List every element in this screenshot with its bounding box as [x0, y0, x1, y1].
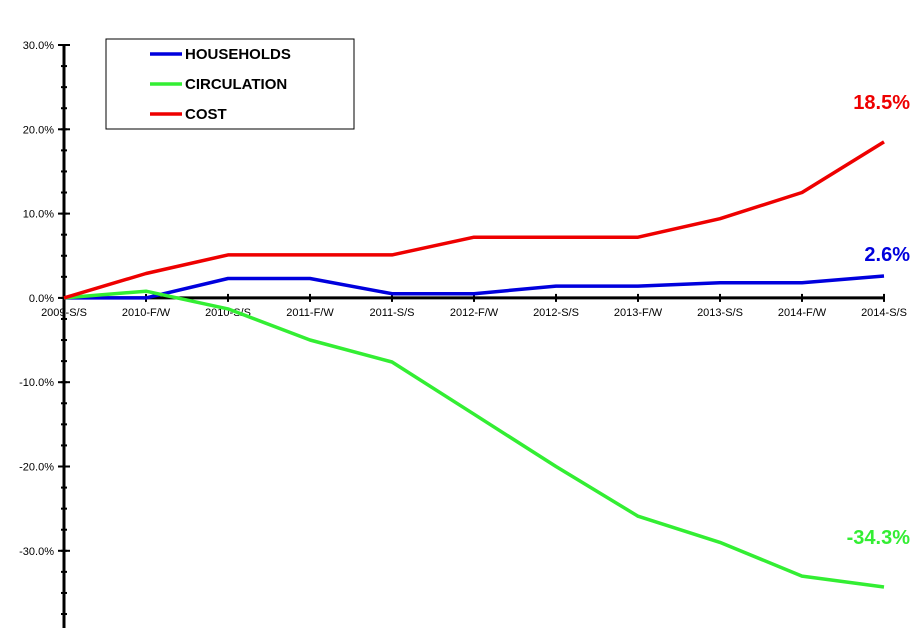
- end-label-cost: 18.5%: [853, 92, 910, 114]
- axes: 30.0% 20.0% 10.0% 0.0% -10.0% -20.0% -30.0% 200…: [19, 40, 907, 628]
- end-label-circulation: -34.3%: [847, 527, 911, 549]
- legend-label-households: HOUSEHOLDS: [185, 46, 291, 63]
- legend: HOUSEHOLDS CIRCULATION COST: [105, 38, 355, 130]
- x-tick-label: 2011-S/S: [369, 307, 414, 319]
- x-tick-label: 2012-F/W: [450, 307, 499, 319]
- series-lines: [63, 140, 885, 589]
- y-tick-label: 20.0%: [23, 124, 54, 136]
- y-tick-label: -20.0%: [19, 462, 54, 474]
- x-tick-label: 2009-S/S: [41, 307, 87, 319]
- series-line-households: [64, 274, 885, 300]
- end-labels: 18.5% 2.6% -34.3%: [847, 92, 911, 549]
- series-line-circulation: [63, 289, 885, 589]
- y-tick-label: -30.0%: [19, 546, 54, 558]
- y-tick-label: 30.0%: [23, 40, 54, 52]
- y-tick-label: 0.0%: [29, 293, 54, 305]
- series-line-cost: [63, 140, 885, 300]
- x-tick-label: 2010-S/S: [205, 307, 251, 319]
- x-tick-label: 2010-F/W: [122, 307, 171, 319]
- x-tick-label: 2014-F/W: [778, 307, 827, 319]
- legend-label-cost: COST: [185, 106, 227, 123]
- legend-box: [105, 38, 355, 130]
- x-tick-label: 2012-S/S: [533, 307, 579, 319]
- end-label-households: 2.6%: [864, 244, 910, 266]
- x-tick-label: 2014-S/S: [861, 307, 907, 319]
- x-tick-label: 2013-S/S: [697, 307, 743, 319]
- x-tick-label: 2013-F/W: [614, 307, 663, 319]
- y-tick-label: -10.0%: [19, 377, 54, 389]
- x-tick-label: 2011-F/W: [286, 307, 334, 319]
- legend-label-circulation: CIRCULATION: [185, 76, 287, 93]
- y-tick-label: 10.0%: [23, 209, 54, 221]
